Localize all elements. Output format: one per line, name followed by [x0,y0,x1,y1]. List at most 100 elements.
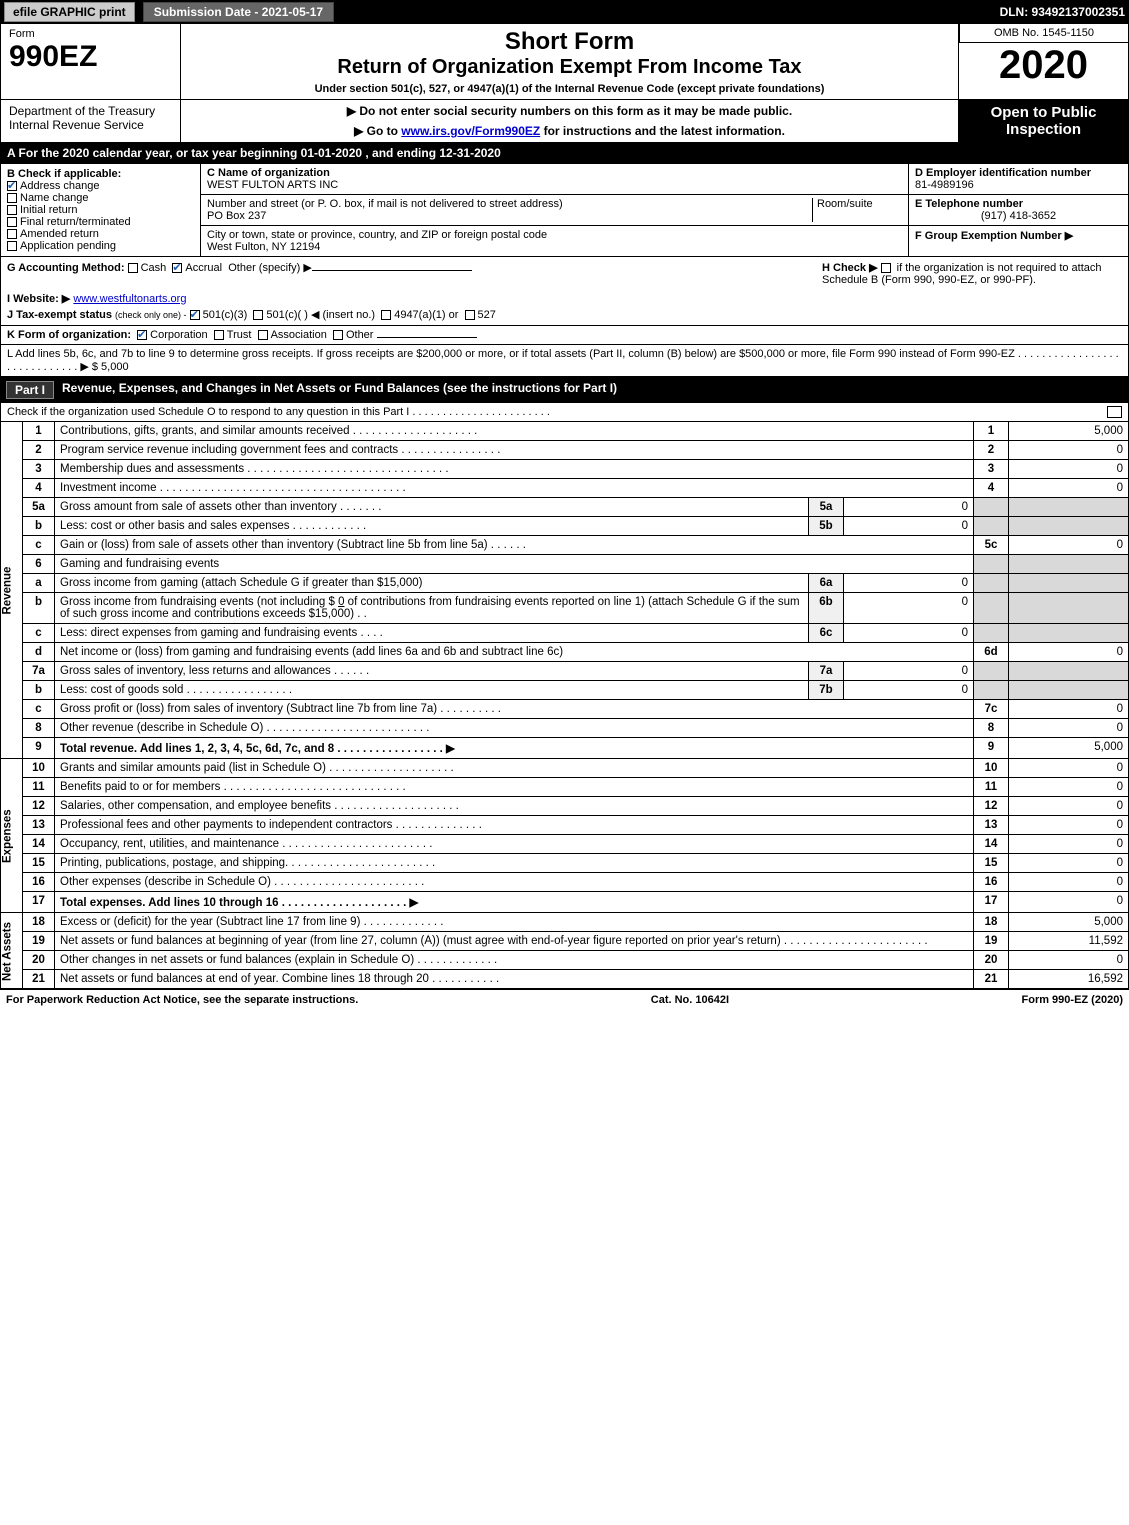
line-6-grey2 [1009,555,1129,574]
pra-notice: For Paperwork Reduction Act Notice, see … [6,994,358,1006]
accrual-checkbox[interactable] [172,263,182,273]
4947-checkbox[interactable] [381,310,391,320]
line-19-desc: Net assets or fund balances at beginning… [55,932,974,951]
other-org-input[interactable] [377,337,477,338]
line-5c-num: c [23,536,55,555]
line-5c-desc: Gain or (loss) from sale of assets other… [55,536,974,555]
line-12-desc: Salaries, other compensation, and employ… [55,797,974,816]
line-5c-value: 0 [1009,536,1129,555]
website-link[interactable]: www.westfultonarts.org [73,293,186,305]
line-6c-grey [974,624,1009,643]
line-11-desc: Benefits paid to or for members . . . . … [55,778,974,797]
line-13-num: 13 [23,816,55,835]
short-form-title: Short Form [189,28,950,56]
line-6b-subno: 6b [809,593,844,624]
line-6c-grey2 [1009,624,1129,643]
line-2-mainno: 2 [974,441,1009,460]
line-6b-grey2 [1009,593,1129,624]
revenue-section-label: Revenue [1,422,23,759]
final-return-checkbox[interactable] [7,217,17,227]
corporation-checkbox[interactable] [137,330,147,340]
ein-value: 81-4989196 [915,179,1122,191]
expenses-section-label: Expenses [1,759,23,913]
line-7c-value: 0 [1009,700,1129,719]
line-6b-subval: 0 [844,593,974,624]
corporation-label: Corporation [150,329,207,341]
city-value: West Fulton, NY 12194 [207,241,902,253]
form-version: Form 990-EZ (2020) [1022,994,1123,1006]
other-org-checkbox[interactable] [333,330,343,340]
dept-label: Department of the Treasury [9,104,172,118]
gross-receipts-instruction: L Add lines 5b, 6c, and 7b to line 9 to … [0,345,1129,377]
other-org-label: Other [346,329,374,341]
line-17-bold: Total expenses. Add lines 10 through 16 … [60,897,418,909]
address-change-checkbox[interactable] [7,181,17,191]
omb-number: OMB No. 1545-1150 [959,24,1128,43]
line-6c-subno: 6c [809,624,844,643]
section-c-label: C Name of organization [207,167,902,179]
line-6d-desc: Net income or (loss) from gaming and fun… [55,643,974,662]
line-10-desc: Grants and similar amounts paid (list in… [55,759,974,778]
line-16-mainno: 16 [974,873,1009,892]
line-10-value: 0 [1009,759,1129,778]
line-6d-value: 0 [1009,643,1129,662]
line-5a-grey2 [1009,498,1129,517]
line-4-mainno: 4 [974,479,1009,498]
501c3-checkbox[interactable] [190,310,200,320]
name-change-checkbox[interactable] [7,193,17,203]
line-20-num: 20 [23,951,55,970]
trust-checkbox[interactable] [214,330,224,340]
line-6b-input[interactable]: 0 [338,596,344,608]
schedule-b-checkbox[interactable] [881,263,891,273]
line-14-value: 0 [1009,835,1129,854]
line-19-value: 11,592 [1009,932,1129,951]
form-header: Form 990EZ Short Form Return of Organiza… [0,24,1129,100]
line-11-num: 11 [23,778,55,797]
line-5a-subno: 5a [809,498,844,517]
line-7a-grey [974,662,1009,681]
line-6-desc: Gaming and fundraising events [55,555,974,574]
top-bar: efile GRAPHIC print Submission Date - 20… [0,0,1129,24]
line-4-value: 0 [1009,479,1129,498]
final-return-label: Final return/terminated [20,216,131,228]
goto-suffix: for instructions and the latest informat… [544,124,785,138]
line-1-desc: Contributions, gifts, grants, and simila… [55,422,974,441]
dln-label: DLN: 93492137002351 [1000,5,1125,19]
line-6b-grey [974,593,1009,624]
line-6-num: 6 [23,555,55,574]
under-section: Under section 501(c), 527, or 4947(a)(1)… [189,83,950,95]
527-checkbox[interactable] [465,310,475,320]
initial-return-checkbox[interactable] [7,205,17,215]
501c-checkbox[interactable] [253,310,263,320]
4947-label: 4947(a)(1) or [394,309,458,321]
line-7b-subno: 7b [809,681,844,700]
line-5b-desc: Less: cost or other basis and sales expe… [55,517,809,536]
line-21-value: 16,592 [1009,970,1129,989]
section-d-label: D Employer identification number [915,167,1122,179]
form-label: Form [9,28,172,40]
efile-print-button[interactable]: efile GRAPHIC print [4,2,135,22]
form-of-organization: K Form of organization: Corporation Trus… [0,326,1129,345]
entity-info: B Check if applicable: Address change Na… [0,164,1129,257]
line-8-num: 8 [23,719,55,738]
accrual-label: Accrual [185,262,222,274]
other-accounting-input[interactable] [312,270,472,271]
irs-link[interactable]: www.irs.gov/Form990EZ [401,124,540,138]
line-7a-desc: Gross sales of inventory, less returns a… [55,662,809,681]
netassets-section-label: Net Assets [1,913,23,989]
street-value: PO Box 237 [207,210,812,222]
page-footer: For Paperwork Reduction Act Notice, see … [0,989,1129,1010]
line-7b-grey [974,681,1009,700]
line-11-mainno: 11 [974,778,1009,797]
line-15-desc: Printing, publications, postage, and shi… [55,854,974,873]
cash-checkbox[interactable] [128,263,138,273]
schedule-o-checkbox[interactable] [1107,406,1122,418]
line-2-desc: Program service revenue including govern… [55,441,974,460]
line-16-num: 16 [23,873,55,892]
association-checkbox[interactable] [258,330,268,340]
org-name: WEST FULTON ARTS INC [207,179,902,191]
line-6b-desc: Gross income from fundraising events (no… [55,593,809,624]
application-pending-checkbox[interactable] [7,241,17,251]
line-3-value: 0 [1009,460,1129,479]
amended-return-checkbox[interactable] [7,229,17,239]
